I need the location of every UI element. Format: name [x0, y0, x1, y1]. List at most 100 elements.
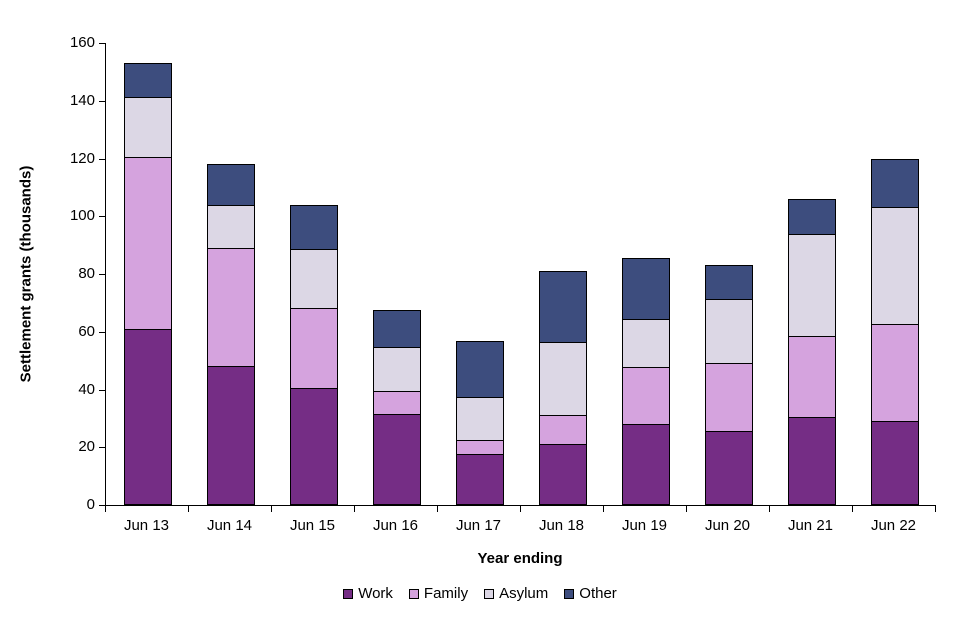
segment-asylum [787, 234, 836, 337]
legend: Work Family Asylum Other [0, 585, 960, 602]
x-tick-mark [354, 506, 355, 512]
bar-jun-17 [455, 340, 504, 505]
legend-item-asylum: Asylum [484, 585, 548, 602]
segment-work [787, 416, 836, 505]
segment-asylum [621, 319, 670, 369]
y-tick-mark [99, 158, 105, 160]
legend-item-other: Other [564, 585, 617, 602]
legend-swatch-work [343, 588, 354, 599]
x-tick-mark [271, 506, 272, 512]
legend-label: Other [579, 585, 617, 602]
segment-family [870, 324, 919, 423]
y-tick-mark [99, 216, 105, 218]
x-tick-mark [769, 506, 770, 512]
legend-label: Asylum [499, 585, 549, 602]
y-tick-label: 120 [69, 149, 95, 167]
bar-jun-21 [787, 199, 836, 505]
x-tick-label: Jun 15 [289, 517, 336, 534]
y-tick-mark [99, 43, 105, 44]
x-tick-label: Jun 19 [621, 517, 668, 534]
bar-jun-16 [372, 310, 421, 505]
segment-other [870, 158, 919, 208]
x-tick-label: Jun 14 [206, 517, 253, 534]
bar-jun-22 [870, 158, 919, 505]
segment-other [289, 204, 338, 250]
segment-work [372, 414, 421, 505]
segment-family [704, 363, 753, 433]
legend-swatch-other [564, 588, 575, 599]
segment-family [621, 367, 670, 426]
segment-family [123, 156, 172, 330]
y-tick-mark [99, 274, 105, 275]
segment-family [206, 247, 255, 368]
segment-work [621, 424, 670, 505]
legend-label: Family [423, 585, 469, 602]
segment-asylum [372, 346, 421, 392]
x-tick-label: Jun 22 [870, 517, 917, 534]
bar-jun-13 [123, 63, 172, 505]
bar-jun-15 [289, 204, 338, 505]
bar-jun-18 [538, 271, 587, 505]
segment-asylum [455, 397, 504, 441]
y-tick-label: 60 [78, 322, 95, 340]
bar-jun-19 [621, 258, 670, 505]
segment-asylum [704, 299, 753, 365]
x-tick-mark [520, 506, 521, 512]
segment-other [538, 271, 587, 344]
y-tick-label: 100 [69, 207, 95, 225]
segment-asylum [206, 205, 255, 249]
segment-family [372, 390, 421, 416]
x-tick-label: Jun 21 [787, 517, 834, 534]
x-tick-mark [105, 506, 106, 512]
legend-label: Work [358, 585, 393, 602]
bar-jun-20 [704, 265, 753, 505]
x-tick-label: Jun 18 [538, 517, 585, 534]
y-tick-mark [99, 331, 105, 333]
segment-asylum [123, 97, 172, 158]
legend-swatch-asylum [484, 588, 495, 599]
x-tick-label: Jun 17 [455, 517, 502, 534]
y-tick-label: 160 [69, 34, 95, 51]
segment-other [372, 310, 421, 348]
y-tick-label: 80 [78, 265, 95, 282]
bar-jun-14 [206, 164, 255, 505]
segment-other [704, 265, 753, 301]
x-axis-title: Year ending [477, 550, 563, 567]
segment-other [123, 63, 172, 98]
x-tick-mark [852, 506, 853, 512]
segment-work [538, 444, 587, 505]
segment-work [289, 388, 338, 505]
segment-work [704, 431, 753, 505]
segment-work [455, 454, 504, 505]
segment-other [206, 164, 255, 207]
y-tick-label: 40 [78, 380, 95, 398]
x-tick-mark [603, 506, 604, 512]
y-tick-mark [99, 100, 105, 102]
segment-other [455, 340, 504, 399]
segment-family [787, 335, 836, 418]
segment-asylum [289, 248, 338, 310]
segment-other [787, 199, 836, 236]
segment-asylum [870, 206, 919, 326]
legend-item-family: Family [408, 585, 469, 602]
x-tick-mark [935, 506, 936, 512]
x-tick-label: Jun 20 [704, 517, 751, 534]
legend-swatch-family [408, 588, 419, 599]
x-tick-label: Jun 13 [123, 517, 170, 534]
segment-other [621, 258, 670, 321]
y-tick-label: 20 [78, 438, 95, 456]
segment-family [455, 439, 504, 456]
plot-area [105, 43, 936, 506]
y-tick-label: 0 [86, 496, 95, 513]
x-tick-mark [437, 506, 438, 512]
segment-family [289, 308, 338, 390]
x-tick-mark [686, 506, 687, 512]
segment-work [206, 366, 255, 505]
y-tick-mark [99, 505, 105, 506]
segment-family [538, 415, 587, 446]
segment-asylum [538, 342, 587, 417]
x-tick-label: Jun 16 [372, 517, 419, 534]
y-tick-mark [99, 447, 105, 449]
